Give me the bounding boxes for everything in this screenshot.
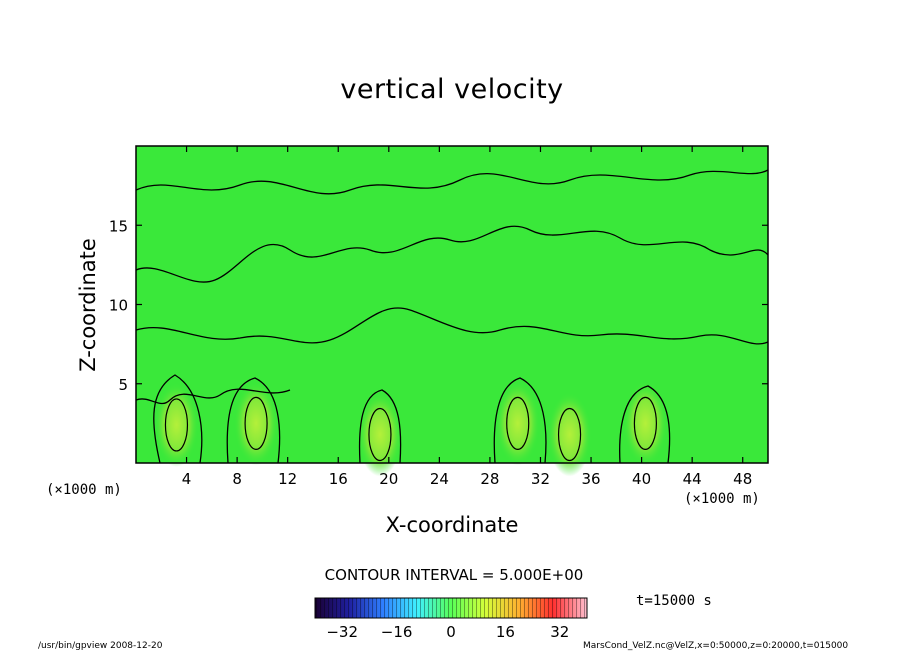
updraft-core-5 [623,381,668,466]
updraft-contour-5 [633,396,657,450]
y-axis-label: Z-coordinate [76,238,100,372]
x-tick-label-36: 36 [581,470,600,488]
updraft-core-4 [547,392,592,477]
x-tick-label-20: 20 [379,470,398,488]
velocity-field [136,146,768,463]
contour-line-5 [358,389,402,464]
updraft-contour-1 [244,396,268,450]
colorbar-frame [314,597,588,619]
footer-variable-info: MarsCond_VelZ.nc@VelZ,x=0:50000,z=0:2000… [583,641,849,651]
updraft-core-1 [234,381,279,466]
colorbar-stripes [315,598,587,618]
x-unit-label-left: (×1000 m) [46,482,122,498]
colorbar-tick-0: 0 [446,623,456,641]
colorbar-tick--32: −32 [326,623,358,641]
time-label: t=15000 s [636,593,712,609]
updraft-contour-4 [557,407,582,462]
colorbar-tick--16: −16 [381,623,413,641]
contour-line-1 [135,225,769,283]
contour-line-4 [226,377,281,464]
x-tick-label-12: 12 [278,470,297,488]
x-axis-label: X-coordinate [385,513,519,537]
contour-line-8 [135,388,291,405]
x-tick-label-48: 48 [733,470,752,488]
x-tick-label-32: 32 [531,470,550,488]
updraft-contour-2 [368,407,392,462]
updraft-core-0 [154,382,199,467]
chart-title: vertical velocity [340,74,564,105]
updraft-core-3 [495,381,540,466]
x-tick-label-16: 16 [329,470,348,488]
x-tick-label-44: 44 [683,470,702,488]
x-tick-label-4: 4 [182,470,192,488]
colorbar-tick-32: 32 [550,623,569,641]
x-tick-label-28: 28 [480,470,499,488]
updraft-contour-3 [506,396,530,450]
contour-interval-label: CONTOUR INTERVAL = 5.000E+00 [324,566,584,584]
colorbar-tick-16: 16 [496,623,515,641]
x-unit-label-right: (×1000 m) [684,491,760,507]
contour-line-2 [135,169,769,195]
x-tick-label-40: 40 [632,470,651,488]
y-tick-label-10: 10 [109,297,128,315]
updraft-contour-0 [164,398,189,452]
contour-line-3 [153,374,203,464]
y-tick-label-5: 5 [118,376,128,394]
contour-line-0 [135,307,769,345]
contour-line-7 [619,385,671,464]
updraft-core-2 [357,392,402,477]
y-tick-label-15: 15 [109,217,128,235]
contour-line-6 [493,377,547,464]
x-tick-label-8: 8 [232,470,242,488]
x-tick-label-24: 24 [430,470,449,488]
footer-program-date: /usr/bin/gpview 2008-12-20 [38,641,163,651]
